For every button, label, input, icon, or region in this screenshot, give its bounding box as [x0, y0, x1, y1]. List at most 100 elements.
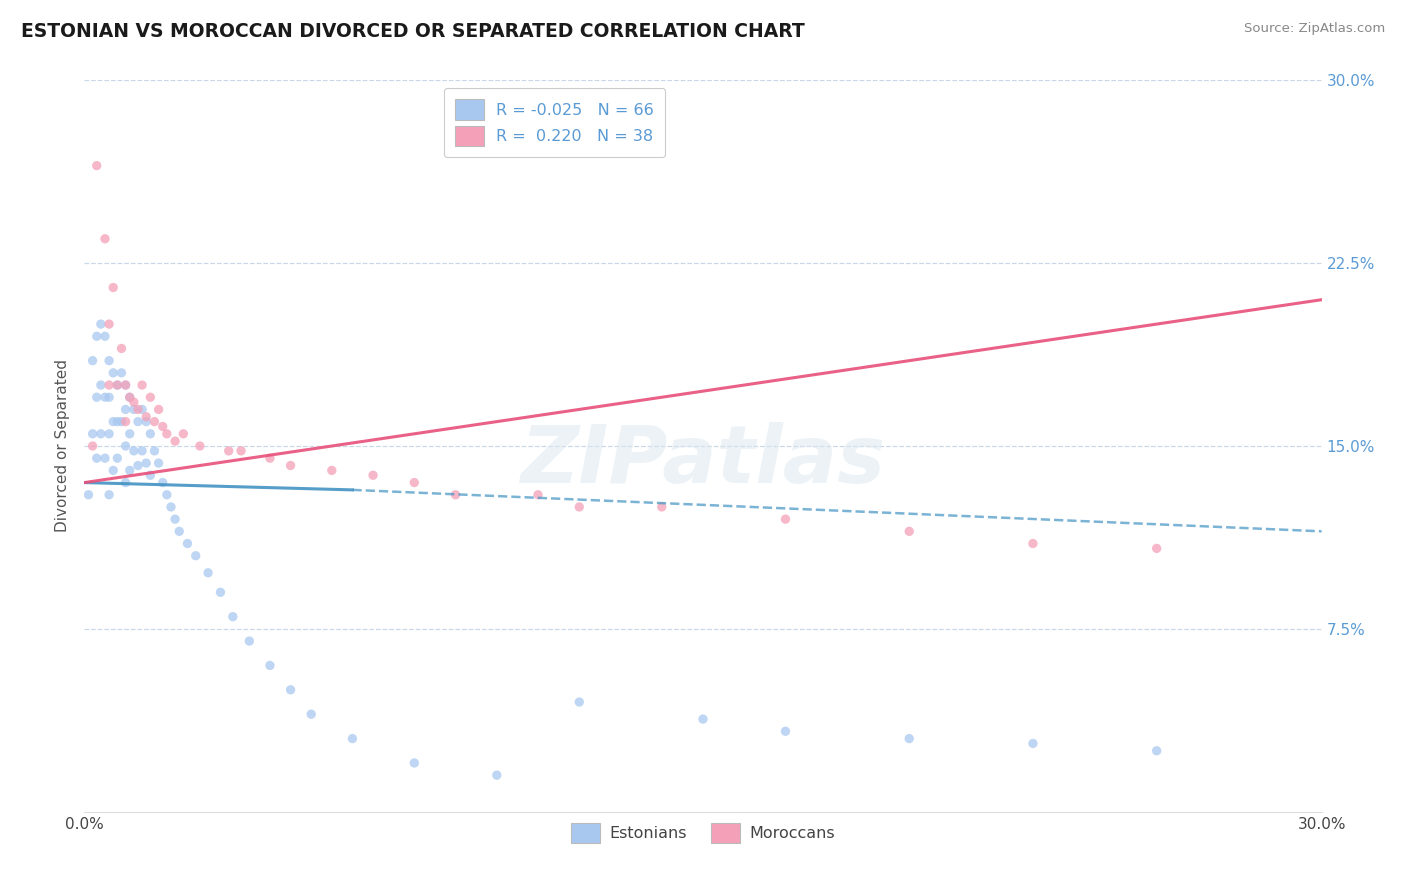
Point [105, 378, 128, 392]
Point [898, 524, 921, 539]
Point [118, 426, 141, 441]
Point [131, 402, 153, 417]
Point [176, 536, 198, 550]
Point [105, 415, 128, 429]
Point [692, 712, 714, 726]
Point [156, 488, 179, 502]
Point [98, 353, 121, 368]
Point [172, 426, 194, 441]
Point [110, 415, 132, 429]
Point [114, 402, 136, 417]
Point [103, 366, 125, 380]
Point [94, 232, 117, 246]
Point [229, 443, 252, 458]
Point [139, 426, 162, 441]
Point [139, 390, 162, 404]
Point [898, 731, 921, 746]
Point [651, 500, 673, 514]
Point [114, 415, 136, 429]
Point [209, 585, 232, 599]
Point [118, 390, 141, 404]
Point [94, 390, 117, 404]
Point [122, 402, 145, 417]
Point [118, 463, 141, 477]
Point [127, 415, 149, 429]
Point [86, 329, 108, 343]
Point [98, 378, 121, 392]
Point [105, 451, 128, 466]
Point [775, 724, 797, 739]
Point [118, 390, 141, 404]
Point [197, 566, 219, 580]
Point [77, 488, 100, 502]
Point [188, 439, 211, 453]
Point [152, 419, 174, 434]
Point [98, 390, 121, 404]
Point [98, 426, 121, 441]
Point [131, 443, 153, 458]
Point [86, 451, 108, 466]
Y-axis label: Divorced or Separated: Divorced or Separated [55, 359, 70, 533]
Point [1146, 744, 1168, 758]
Legend: Estonians, Moroccans: Estonians, Moroccans [564, 814, 842, 851]
Point [152, 475, 174, 490]
Point [94, 451, 117, 466]
Point [90, 378, 112, 392]
Text: ZIPatlas: ZIPatlas [520, 422, 886, 500]
Point [131, 378, 153, 392]
Point [1022, 536, 1045, 550]
Point [361, 468, 384, 483]
Point [485, 768, 508, 782]
Point [218, 443, 240, 458]
Point [280, 458, 302, 473]
Point [321, 463, 343, 477]
Point [160, 500, 183, 514]
Point [110, 366, 132, 380]
Point [1022, 736, 1045, 750]
Point [122, 395, 145, 409]
Point [135, 409, 157, 424]
Point [342, 731, 364, 746]
Point [404, 756, 426, 770]
Point [568, 500, 591, 514]
Point [775, 512, 797, 526]
Point [444, 488, 467, 502]
Point [82, 353, 104, 368]
Point [103, 415, 125, 429]
Point [127, 402, 149, 417]
Point [135, 456, 157, 470]
Point [94, 329, 117, 343]
Point [148, 402, 170, 417]
Text: Source: ZipAtlas.com: Source: ZipAtlas.com [1244, 22, 1385, 36]
Point [143, 443, 166, 458]
Point [222, 609, 245, 624]
Point [98, 317, 121, 331]
Point [148, 456, 170, 470]
Point [139, 468, 162, 483]
Point [238, 634, 260, 648]
Point [135, 415, 157, 429]
Point [90, 317, 112, 331]
Point [98, 488, 121, 502]
Point [114, 378, 136, 392]
Point [127, 458, 149, 473]
Point [165, 512, 187, 526]
Point [404, 475, 426, 490]
Point [86, 390, 108, 404]
Point [114, 378, 136, 392]
Point [1146, 541, 1168, 556]
Point [103, 280, 125, 294]
Point [527, 488, 550, 502]
Point [105, 378, 128, 392]
Point [259, 451, 281, 466]
Point [143, 415, 166, 429]
Point [156, 426, 179, 441]
Point [82, 439, 104, 453]
Point [110, 342, 132, 356]
Point [103, 463, 125, 477]
Point [114, 439, 136, 453]
Point [86, 159, 108, 173]
Text: ESTONIAN VS MOROCCAN DIVORCED OR SEPARATED CORRELATION CHART: ESTONIAN VS MOROCCAN DIVORCED OR SEPARAT… [21, 22, 804, 41]
Point [122, 443, 145, 458]
Point [299, 707, 322, 722]
